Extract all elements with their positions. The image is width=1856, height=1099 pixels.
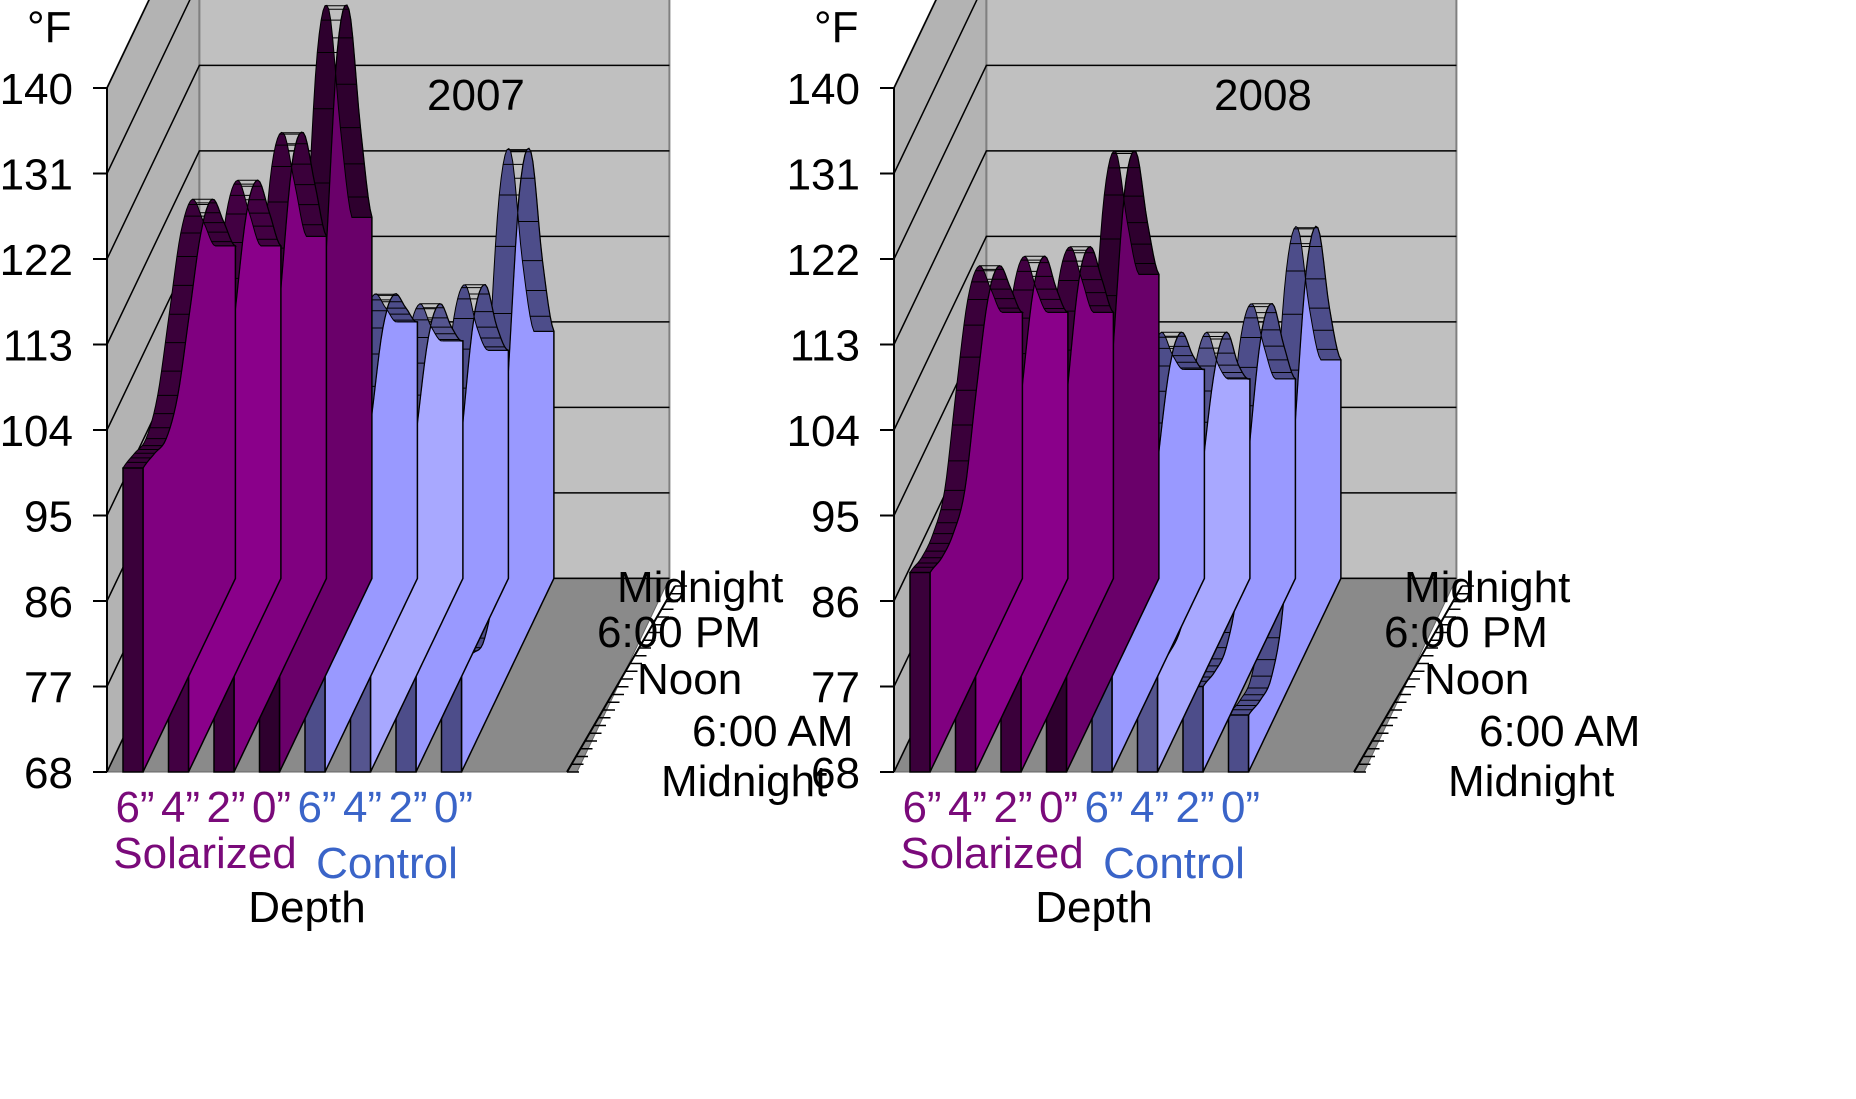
depth-tick-label: 4” xyxy=(343,783,382,832)
depth-tick-label: 6” xyxy=(297,783,336,832)
depth-tick-label: 6” xyxy=(902,783,941,832)
y-tick-label: 113 xyxy=(3,322,73,371)
time-tick-label: Midnight xyxy=(1404,563,1570,612)
depth-tick-label: 2” xyxy=(388,783,427,832)
chart-title: 2008 xyxy=(1214,71,1312,120)
y-tick-label: 68 xyxy=(24,749,73,798)
gridline xyxy=(106,0,191,174)
series-solarized-0 xyxy=(909,264,1025,773)
time-tick-label: Midnight xyxy=(617,563,783,612)
chart-title: 2007 xyxy=(427,71,525,120)
time-tick-label: 6:00 AM xyxy=(692,707,853,756)
y-tick-label: 86 xyxy=(811,578,860,627)
series-solarized-0 xyxy=(122,198,238,773)
depth-tick-label: 2” xyxy=(993,783,1032,832)
group-label-control: Control xyxy=(316,839,458,888)
gridline xyxy=(893,0,937,89)
depth-tick-label: 0” xyxy=(252,783,291,832)
depth-tick-label: 0” xyxy=(1039,783,1078,832)
depth-tick-label: 4” xyxy=(948,783,987,832)
time-tick-label: 6:00 PM xyxy=(1384,608,1548,657)
time-tick-label: Midnight xyxy=(661,757,827,806)
depth-tick-label: 0” xyxy=(434,783,473,832)
depth-tick-label: 6” xyxy=(115,783,154,832)
unit-label: °F xyxy=(814,3,858,52)
depth-tick-label: 4” xyxy=(161,783,200,832)
gridline xyxy=(106,0,150,89)
gridline xyxy=(893,0,978,174)
y-tick-label: 131 xyxy=(787,151,860,200)
y-tick-label: 77 xyxy=(811,664,860,713)
group-label-control: Control xyxy=(1103,839,1245,888)
y-tick-label: 86 xyxy=(24,578,73,627)
y-tick-label: 140 xyxy=(787,65,860,114)
depth-tick-label: 0” xyxy=(1221,783,1260,832)
group-label-solarized: Solarized xyxy=(113,829,296,878)
depth-tick-label: 2” xyxy=(1175,783,1214,832)
time-tick-label: 6:00 AM xyxy=(1479,707,1640,756)
series-front-face xyxy=(1227,714,1250,773)
y-tick-label: 95 xyxy=(24,493,73,542)
x-axis-label: Depth xyxy=(248,883,365,932)
depth-tick-label: 6” xyxy=(1084,783,1123,832)
x-axis-label: Depth xyxy=(1035,883,1152,932)
time-tick-label: 6:00 PM xyxy=(597,608,761,657)
time-tick-label: Noon xyxy=(1424,655,1529,704)
y-tick-label: 113 xyxy=(790,322,860,371)
y-tick-label: 104 xyxy=(787,407,860,456)
gridline xyxy=(106,64,670,260)
depth-tick-label: 2” xyxy=(206,783,245,832)
y-tick-label: 95 xyxy=(811,493,860,542)
gridline xyxy=(893,64,1457,260)
group-label-solarized: Solarized xyxy=(900,829,1083,878)
gridline xyxy=(106,150,670,345)
depth-tick-label: 4” xyxy=(1130,783,1169,832)
unit-label: °F xyxy=(27,3,71,52)
y-tick-label: 131 xyxy=(0,151,73,200)
series-front-face xyxy=(909,571,931,773)
y-tick-label: 122 xyxy=(0,236,73,285)
gridline xyxy=(893,150,1457,345)
series-front-face xyxy=(122,467,144,773)
y-tick-label: 77 xyxy=(24,664,73,713)
y-tick-label: 104 xyxy=(0,407,73,456)
time-tick-label: Noon xyxy=(637,655,742,704)
y-tick-label: 140 xyxy=(0,65,73,114)
y-tick-label: 122 xyxy=(787,236,860,285)
y-tick-label: 68 xyxy=(811,749,860,798)
time-tick-label: Midnight xyxy=(1448,757,1614,806)
